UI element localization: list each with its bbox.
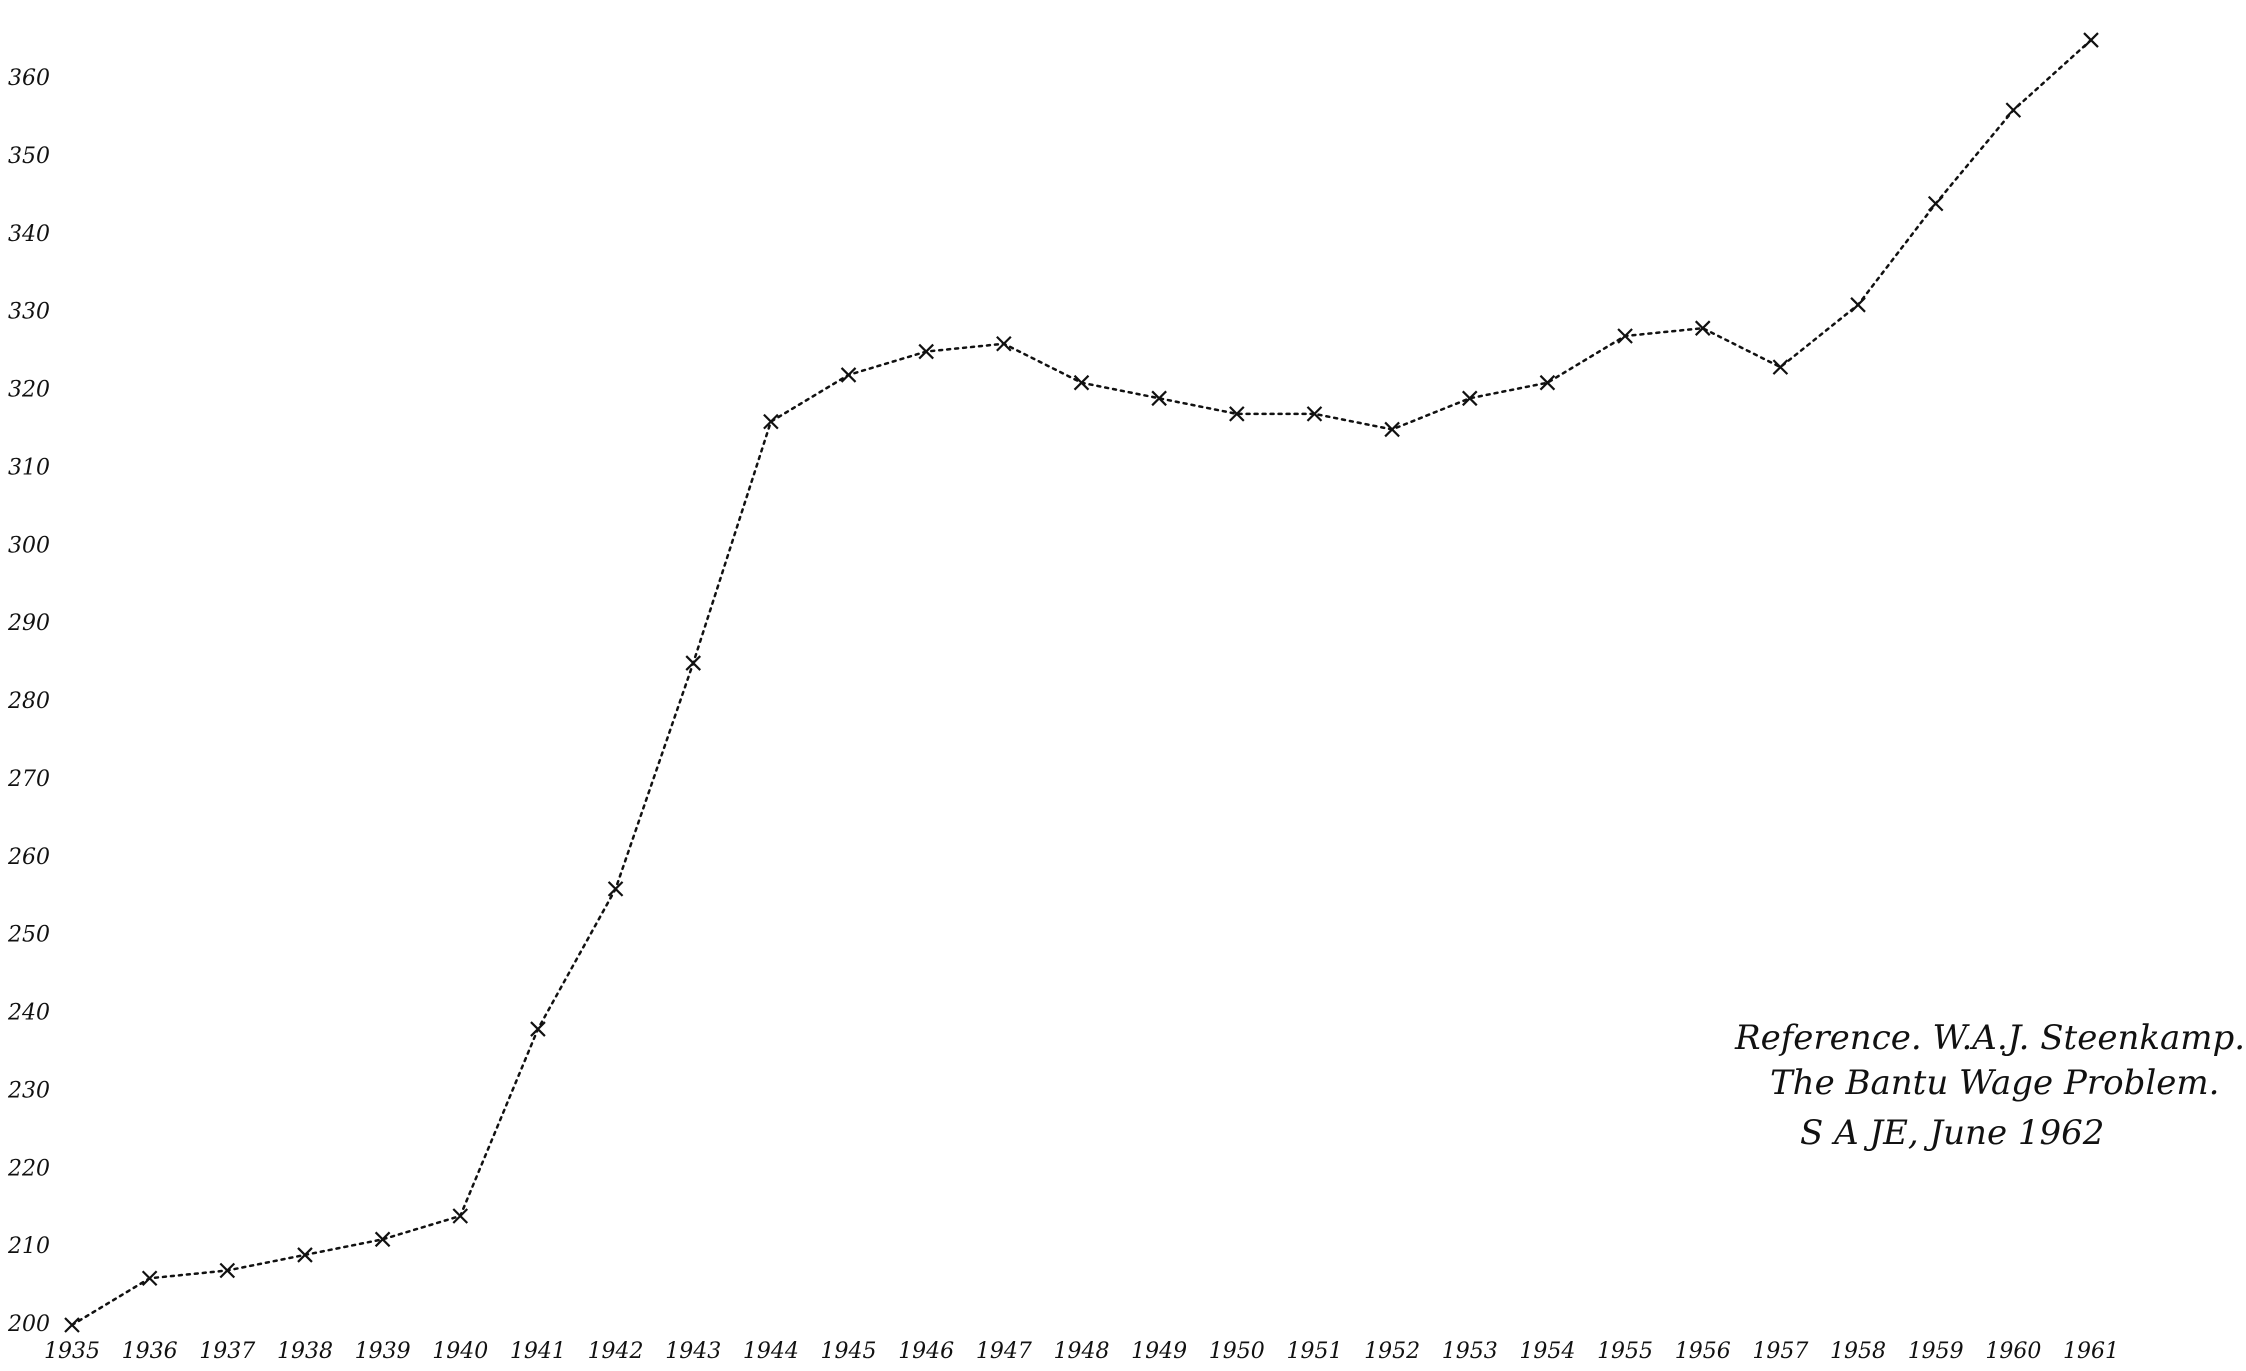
data-marker	[65, 1318, 79, 1332]
x-tick-label: 1943	[665, 1339, 721, 1364]
x-tick-label: 1955	[1597, 1339, 1653, 1364]
x-tick-label: 1944	[743, 1339, 799, 1364]
x-tick-label: 1953	[1442, 1339, 1498, 1364]
x-tick-label: 1958	[1830, 1339, 1886, 1364]
y-tick-label: 360	[8, 66, 50, 91]
data-marker	[1618, 329, 1632, 343]
y-tick-label: 250	[7, 923, 50, 948]
chart: Reference. W.A.J. Steenkamp. The Bantu W…	[0, 0, 2246, 1371]
data-marker	[1851, 298, 1865, 312]
y-tick-label: 340	[8, 222, 50, 247]
y-tick-label: 330	[8, 300, 50, 325]
x-tick-label: 1937	[199, 1339, 255, 1364]
x-tick-label: 1947	[976, 1339, 1032, 1364]
y-tick-label: 300	[8, 533, 50, 558]
x-tick-label: 1935	[44, 1339, 100, 1364]
x-tick-label: 1952	[1364, 1339, 1420, 1364]
y-tick-label: 320	[8, 378, 50, 403]
data-marker	[2006, 103, 2020, 117]
x-tick-label: 1960	[1985, 1339, 2041, 1364]
x-tick-label: 1956	[1675, 1339, 1731, 1364]
x-tick-label: 1942	[588, 1339, 644, 1364]
x-tick-label: 1954	[1519, 1339, 1575, 1364]
y-tick-label: 310	[8, 455, 50, 480]
x-tick-label: 1957	[1752, 1339, 1808, 1364]
data-marker	[531, 1022, 545, 1036]
y-tick-label: 280	[7, 689, 50, 714]
y-tick-label: 290	[7, 611, 50, 636]
x-tick-label: 1951	[1286, 1339, 1342, 1364]
y-tick-label: 200	[7, 1312, 50, 1337]
x-tick-label: 1946	[898, 1339, 954, 1364]
y-tick-label: 230	[7, 1078, 50, 1103]
annotation: S A JE, June 1962	[1800, 1113, 2104, 1153]
annotation: Reference. W.A.J. Steenkamp.	[1734, 1018, 2245, 1058]
data-marker	[609, 882, 623, 896]
x-tick-label: 1940	[432, 1339, 488, 1364]
x-tick-label: 1959	[1908, 1339, 1964, 1364]
data-marker	[2084, 33, 2098, 47]
y-tick-label: 350	[8, 144, 50, 169]
y-tick-label: 210	[7, 1234, 50, 1259]
data-marker	[453, 1209, 467, 1223]
x-tick-label: 1948	[1054, 1339, 1110, 1364]
data-marker	[1385, 422, 1399, 436]
x-tick-label: 1939	[355, 1339, 411, 1364]
x-tick-label: 1950	[1209, 1339, 1265, 1364]
data-line	[72, 40, 2091, 1325]
y-tick-label: 240	[7, 1001, 50, 1026]
data-marker	[1773, 360, 1787, 374]
x-tick-label: 1949	[1131, 1339, 1187, 1364]
data-marker	[842, 368, 856, 382]
data-marker	[686, 656, 700, 670]
data-marker	[764, 415, 778, 429]
data-marker	[1929, 197, 1943, 211]
x-tick-label: 1936	[122, 1339, 178, 1364]
y-tick-label: 220	[7, 1156, 50, 1181]
x-tick-label: 1941	[510, 1339, 566, 1364]
y-tick-label: 270	[7, 767, 50, 792]
x-tick-label: 1938	[277, 1339, 333, 1364]
data-marker	[1075, 376, 1089, 390]
x-tick-label: 1961	[2063, 1339, 2119, 1364]
y-tick-label: 260	[7, 845, 50, 870]
x-tick-label: 1945	[821, 1339, 877, 1364]
page: {"chart_data": {"type": "line", "categor…	[0, 0, 2246, 1371]
annotation: The Bantu Wage Problem.	[1770, 1063, 2219, 1103]
